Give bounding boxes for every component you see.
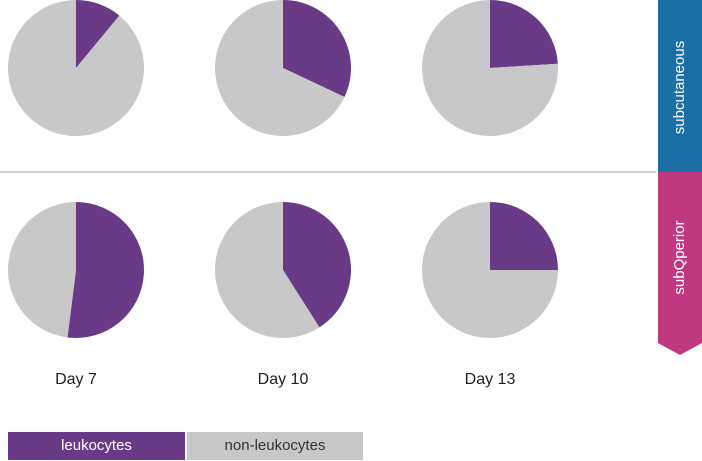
- row-label: subcutaneous: [671, 41, 688, 134]
- pie-slice: [283, 0, 351, 97]
- pie-slice: [422, 0, 558, 136]
- column-label: Day 13: [465, 371, 516, 388]
- row-label: subQperior: [671, 220, 688, 294]
- pie-slice: [490, 0, 558, 68]
- column-label: Day 10: [258, 371, 309, 388]
- row-tab: [658, 172, 702, 355]
- pie-slice: [214, 202, 320, 338]
- column-label: Day 7: [55, 371, 97, 388]
- pie-slice: [283, 202, 351, 328]
- legend-label: leukocytes: [61, 437, 132, 454]
- legend-swatch: [187, 432, 363, 460]
- pie-slice: [67, 202, 144, 338]
- legend-swatch: [8, 432, 185, 460]
- pie-slice: [215, 0, 345, 136]
- pie-slice: [76, 0, 120, 68]
- pie-slice: [422, 202, 558, 338]
- legend-label: non-leukocytes: [225, 437, 326, 454]
- row-tab: [658, 0, 702, 175]
- pie-slice: [7, 202, 76, 338]
- pie-slice: [7, 0, 145, 136]
- pie-slice: [490, 202, 558, 270]
